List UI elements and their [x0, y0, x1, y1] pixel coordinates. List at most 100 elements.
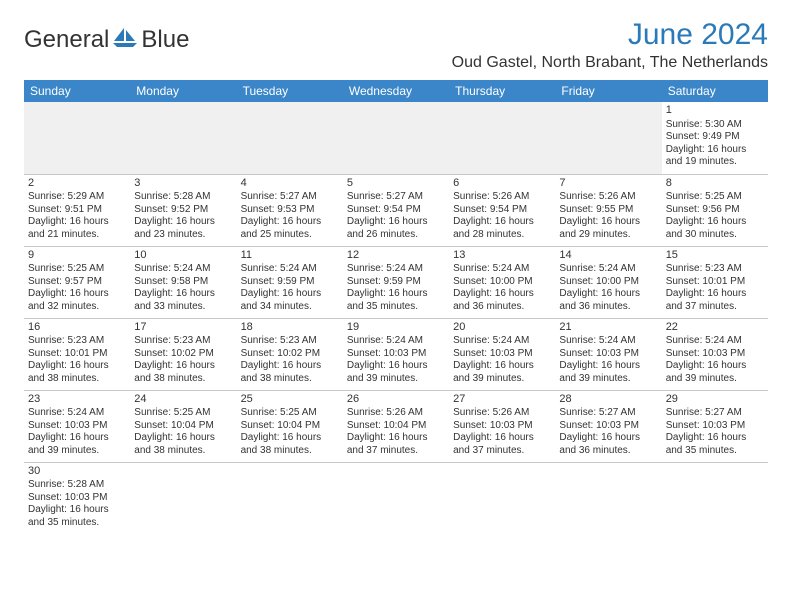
cell-line: Sunrise: 5:25 AM — [666, 191, 764, 204]
title-block: June 2024 Oud Gastel, North Brabant, The… — [452, 18, 768, 72]
cell-line: Daylight: 16 hours — [559, 288, 657, 301]
cell-line: Sunset: 9:56 PM — [666, 204, 764, 217]
day-number: 27 — [453, 393, 551, 407]
cell-line: Sunset: 10:03 PM — [28, 492, 126, 505]
cell-line: Sunrise: 5:24 AM — [453, 263, 551, 276]
cell-line: Sunrise: 5:28 AM — [28, 479, 126, 492]
cell-line: Daylight: 16 hours — [134, 216, 232, 229]
logo: General Blue — [24, 18, 189, 54]
calendar-cell: 7Sunrise: 5:26 AMSunset: 9:55 PMDaylight… — [555, 174, 661, 246]
calendar-week: 1Sunrise: 5:30 AMSunset: 9:49 PMDaylight… — [24, 102, 768, 174]
cell-line: Daylight: 16 hours — [559, 216, 657, 229]
calendar-cell — [343, 462, 449, 534]
dow-header: Wednesday — [343, 80, 449, 102]
cell-line: and 33 minutes. — [134, 301, 232, 314]
cell-line: and 39 minutes. — [28, 445, 126, 458]
dow-header: Thursday — [449, 80, 555, 102]
day-number: 12 — [347, 249, 445, 263]
cell-line: Daylight: 16 hours — [28, 504, 126, 517]
cell-line: Sunset: 10:03 PM — [28, 420, 126, 433]
day-number: 5 — [347, 177, 445, 191]
cell-line: Sunset: 10:03 PM — [559, 420, 657, 433]
cell-line: Daylight: 16 hours — [347, 360, 445, 373]
day-number: 30 — [28, 465, 126, 479]
cell-line: Sunrise: 5:28 AM — [134, 191, 232, 204]
day-number: 11 — [241, 249, 339, 263]
calendar-cell — [343, 102, 449, 174]
calendar-week: 9Sunrise: 5:25 AMSunset: 9:57 PMDaylight… — [24, 246, 768, 318]
cell-line: Sunset: 10:03 PM — [666, 348, 764, 361]
cell-line: and 35 minutes. — [28, 517, 126, 530]
cell-line: Sunset: 9:51 PM — [28, 204, 126, 217]
day-number: 24 — [134, 393, 232, 407]
cell-line: Sunset: 10:04 PM — [347, 420, 445, 433]
cell-line: and 37 minutes. — [453, 445, 551, 458]
cell-line: Sunset: 9:59 PM — [241, 276, 339, 289]
calendar-cell: 2Sunrise: 5:29 AMSunset: 9:51 PMDaylight… — [24, 174, 130, 246]
calendar-cell: 3Sunrise: 5:28 AMSunset: 9:52 PMDaylight… — [130, 174, 236, 246]
day-number: 4 — [241, 177, 339, 191]
cell-line: and 30 minutes. — [666, 229, 764, 242]
calendar-cell: 15Sunrise: 5:23 AMSunset: 10:01 PMDaylig… — [662, 246, 768, 318]
cell-line: Sunrise: 5:27 AM — [347, 191, 445, 204]
cell-line: Sunset: 10:04 PM — [241, 420, 339, 433]
cell-line: and 36 minutes. — [559, 445, 657, 458]
cell-line: Daylight: 16 hours — [28, 288, 126, 301]
cell-line: Daylight: 16 hours — [559, 432, 657, 445]
cell-line: Daylight: 16 hours — [28, 432, 126, 445]
cell-line: and 36 minutes. — [453, 301, 551, 314]
day-number: 20 — [453, 321, 551, 335]
cell-line: and 32 minutes. — [28, 301, 126, 314]
cell-line: Daylight: 16 hours — [453, 360, 551, 373]
cell-line: Daylight: 16 hours — [666, 360, 764, 373]
calendar-cell: 25Sunrise: 5:25 AMSunset: 10:04 PMDaylig… — [237, 390, 343, 462]
cell-line: Daylight: 16 hours — [241, 216, 339, 229]
calendar-cell — [449, 102, 555, 174]
cell-line: Sunset: 10:00 PM — [559, 276, 657, 289]
cell-line: Sunrise: 5:27 AM — [559, 407, 657, 420]
dow-row: Sunday Monday Tuesday Wednesday Thursday… — [24, 80, 768, 102]
calendar-cell: 24Sunrise: 5:25 AMSunset: 10:04 PMDaylig… — [130, 390, 236, 462]
cell-line: Sunrise: 5:24 AM — [241, 263, 339, 276]
cell-line: Sunrise: 5:24 AM — [134, 263, 232, 276]
cell-line: and 19 minutes. — [666, 156, 764, 169]
cell-line: and 37 minutes. — [666, 301, 764, 314]
cell-line: Daylight: 16 hours — [666, 144, 764, 157]
cell-line: Daylight: 16 hours — [28, 360, 126, 373]
calendar-week: 30Sunrise: 5:28 AMSunset: 10:03 PMDaylig… — [24, 462, 768, 534]
cell-line: Sunrise: 5:26 AM — [559, 191, 657, 204]
cell-line: and 38 minutes. — [134, 373, 232, 386]
cell-line: Sunrise: 5:24 AM — [559, 335, 657, 348]
cell-line: Daylight: 16 hours — [241, 360, 339, 373]
cell-line: Daylight: 16 hours — [347, 288, 445, 301]
cell-line: and 38 minutes. — [134, 445, 232, 458]
day-number: 16 — [28, 321, 126, 335]
dow-header: Monday — [130, 80, 236, 102]
cell-line: Daylight: 16 hours — [347, 432, 445, 445]
cell-line: Sunrise: 5:24 AM — [28, 407, 126, 420]
calendar-cell — [662, 462, 768, 534]
calendar-week: 2Sunrise: 5:29 AMSunset: 9:51 PMDaylight… — [24, 174, 768, 246]
calendar-cell: 19Sunrise: 5:24 AMSunset: 10:03 PMDaylig… — [343, 318, 449, 390]
day-number: 1 — [666, 104, 764, 118]
cell-line: Daylight: 16 hours — [347, 216, 445, 229]
day-number: 10 — [134, 249, 232, 263]
cell-line: and 36 minutes. — [559, 301, 657, 314]
cell-line: Daylight: 16 hours — [666, 288, 764, 301]
calendar-cell: 21Sunrise: 5:24 AMSunset: 10:03 PMDaylig… — [555, 318, 661, 390]
cell-line: Daylight: 16 hours — [134, 432, 232, 445]
day-number: 6 — [453, 177, 551, 191]
calendar-cell: 29Sunrise: 5:27 AMSunset: 10:03 PMDaylig… — [662, 390, 768, 462]
cell-line: Sunrise: 5:23 AM — [241, 335, 339, 348]
location: Oud Gastel, North Brabant, The Netherlan… — [452, 54, 768, 72]
calendar-cell: 22Sunrise: 5:24 AMSunset: 10:03 PMDaylig… — [662, 318, 768, 390]
day-number: 19 — [347, 321, 445, 335]
cell-line: Sunset: 9:49 PM — [666, 131, 764, 144]
calendar-cell: 1Sunrise: 5:30 AMSunset: 9:49 PMDaylight… — [662, 102, 768, 174]
day-number: 7 — [559, 177, 657, 191]
header: General Blue June 2024 Oud Gastel, North… — [24, 18, 768, 72]
calendar-cell: 16Sunrise: 5:23 AMSunset: 10:01 PMDaylig… — [24, 318, 130, 390]
day-number: 3 — [134, 177, 232, 191]
cell-line: and 35 minutes. — [666, 445, 764, 458]
cell-line: Daylight: 16 hours — [666, 216, 764, 229]
